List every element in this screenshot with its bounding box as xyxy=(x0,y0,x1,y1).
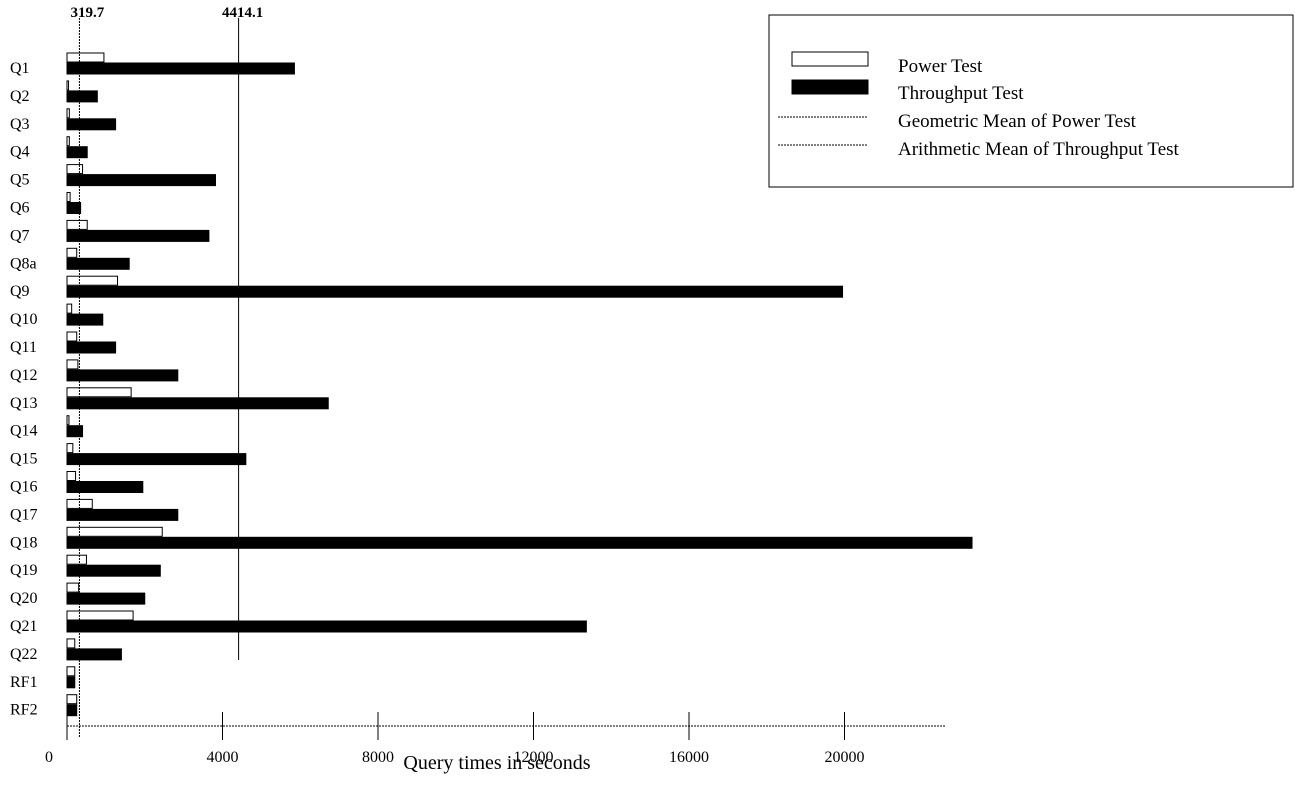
bar-throughput-q19 xyxy=(66,564,161,577)
category-label-q12: Q12 xyxy=(10,367,38,384)
bars-group xyxy=(66,52,973,717)
bar-power-q6 xyxy=(66,192,71,202)
bar-throughput-q13 xyxy=(66,397,329,410)
bar-power-q16 xyxy=(66,471,77,481)
x-axis: 0 4000 8000 12000 16000 20000 xyxy=(45,712,946,766)
category-label-q6: Q6 xyxy=(10,200,30,217)
category-label-q20: Q20 xyxy=(10,590,38,607)
bar-power-q3 xyxy=(66,108,70,119)
bar-throughput-q16 xyxy=(66,481,144,493)
legend-swatch-power xyxy=(791,51,869,67)
category-label-q9: Q9 xyxy=(10,283,30,300)
category-label-q13: Q13 xyxy=(10,395,38,412)
x-axis-label: Query times in seconds xyxy=(403,752,590,774)
bar-power-q2 xyxy=(66,80,70,91)
x-tick-label-8000: 8000 xyxy=(362,749,394,766)
bar-throughput-q14 xyxy=(66,425,84,438)
bar-throughput-q3 xyxy=(66,118,117,131)
bar-power-q21 xyxy=(66,610,134,621)
category-label-q7: Q7 xyxy=(10,227,30,244)
bar-throughput-q8a xyxy=(66,257,130,270)
bar-power-q18 xyxy=(66,526,163,537)
bar-power-q10 xyxy=(66,303,73,314)
bar-throughput-q20 xyxy=(66,592,146,605)
bar-throughput-q22 xyxy=(66,648,122,661)
bar-power-q1 xyxy=(66,52,105,63)
bar-throughput-rf1 xyxy=(66,676,76,689)
category-label-q17: Q17 xyxy=(10,506,38,523)
bar-power-q7 xyxy=(66,219,88,230)
category-label-q11: Q11 xyxy=(10,339,37,356)
bar-power-q9 xyxy=(66,275,119,286)
category-label-q14: Q14 xyxy=(10,423,38,440)
legend-label-power: Power Test xyxy=(898,56,983,77)
reference-lines: 319.7 4414.1 xyxy=(71,5,263,737)
legend: Power Test Throughput Test Geometric Mea… xyxy=(768,14,1294,188)
category-label-q16: Q16 xyxy=(10,479,38,496)
bar-power-q22 xyxy=(66,638,76,649)
category-label-q10: Q10 xyxy=(10,311,38,328)
bar-throughput-q18 xyxy=(66,536,973,549)
bar-throughput-q1 xyxy=(66,62,295,75)
legend-label-throughput: Throughput Test xyxy=(898,83,1024,104)
x-tick-label-12000: 12000 xyxy=(514,749,554,766)
category-labels: Q1 Q2 Q3 Q4 Q5 Q6 Q7 Q8a Q9 Q10 Q11 Q12 Q13 Q14 Q15 Q16… xyxy=(10,60,38,719)
bar-power-q8a xyxy=(66,247,78,258)
bar-power-q15 xyxy=(66,443,74,454)
category-label-q18: Q18 xyxy=(10,534,38,551)
x-tick-label-4000: 4000 xyxy=(207,749,239,766)
bar-power-q20 xyxy=(66,582,80,593)
bar-power-q12 xyxy=(66,359,79,370)
bar-throughput-q21 xyxy=(66,620,587,633)
bar-throughput-q15 xyxy=(66,453,247,466)
bar-power-q13 xyxy=(66,387,132,398)
bar-power-q11 xyxy=(66,331,78,342)
category-label-q15: Q15 xyxy=(10,451,38,468)
bar-power-q4 xyxy=(66,136,70,147)
bar-throughput-q17 xyxy=(66,508,179,521)
bar-throughput-q10 xyxy=(66,313,104,326)
category-label-q2: Q2 xyxy=(10,88,30,105)
category-label-q21: Q21 xyxy=(10,618,38,635)
category-label-rf1: RF1 xyxy=(10,674,38,691)
category-label-q5: Q5 xyxy=(10,172,30,189)
category-label-q1: Q1 xyxy=(10,60,30,77)
bar-throughput-q4 xyxy=(66,146,88,159)
category-label-q4: Q4 xyxy=(10,144,30,161)
bar-throughput-q12 xyxy=(66,369,179,382)
bar-power-rf2 xyxy=(66,694,78,705)
category-label-q22: Q22 xyxy=(10,646,38,663)
bar-throughput-q6 xyxy=(66,202,82,214)
bar-throughput-q5 xyxy=(66,174,217,187)
bar-throughput-q11 xyxy=(66,341,117,354)
legend-box xyxy=(768,14,1294,188)
reference-label-arithmetic-mean: 4414.1 xyxy=(222,5,263,21)
reference-label-geometric-mean: 319.7 xyxy=(71,5,105,21)
bar-power-q5 xyxy=(66,164,84,175)
category-label-q3: Q3 xyxy=(10,116,30,133)
legend-label-geometric-mean: Geometric Mean of Power Test xyxy=(898,111,1137,132)
category-label-q19: Q19 xyxy=(10,562,38,579)
bar-throughput-q2 xyxy=(66,90,98,103)
bar-power-q14 xyxy=(66,415,70,426)
x-tick-label-0: 0 xyxy=(45,749,53,766)
bar-throughput-rf2 xyxy=(66,704,78,717)
x-tick-label-16000: 16000 xyxy=(669,749,709,766)
category-label-q8a: Q8a xyxy=(10,255,37,272)
legend-label-arithmetic-mean: Arithmetic Mean of Throughput Test xyxy=(898,139,1180,160)
category-label-rf2: RF2 xyxy=(10,702,38,719)
legend-swatch-throughput xyxy=(791,79,869,95)
bar-power-q19 xyxy=(66,554,87,565)
bar-throughput-q7 xyxy=(66,229,210,242)
x-tick-label-20000: 20000 xyxy=(825,749,865,766)
bar-throughput-q9 xyxy=(66,285,844,298)
bar-power-rf1 xyxy=(66,666,76,677)
